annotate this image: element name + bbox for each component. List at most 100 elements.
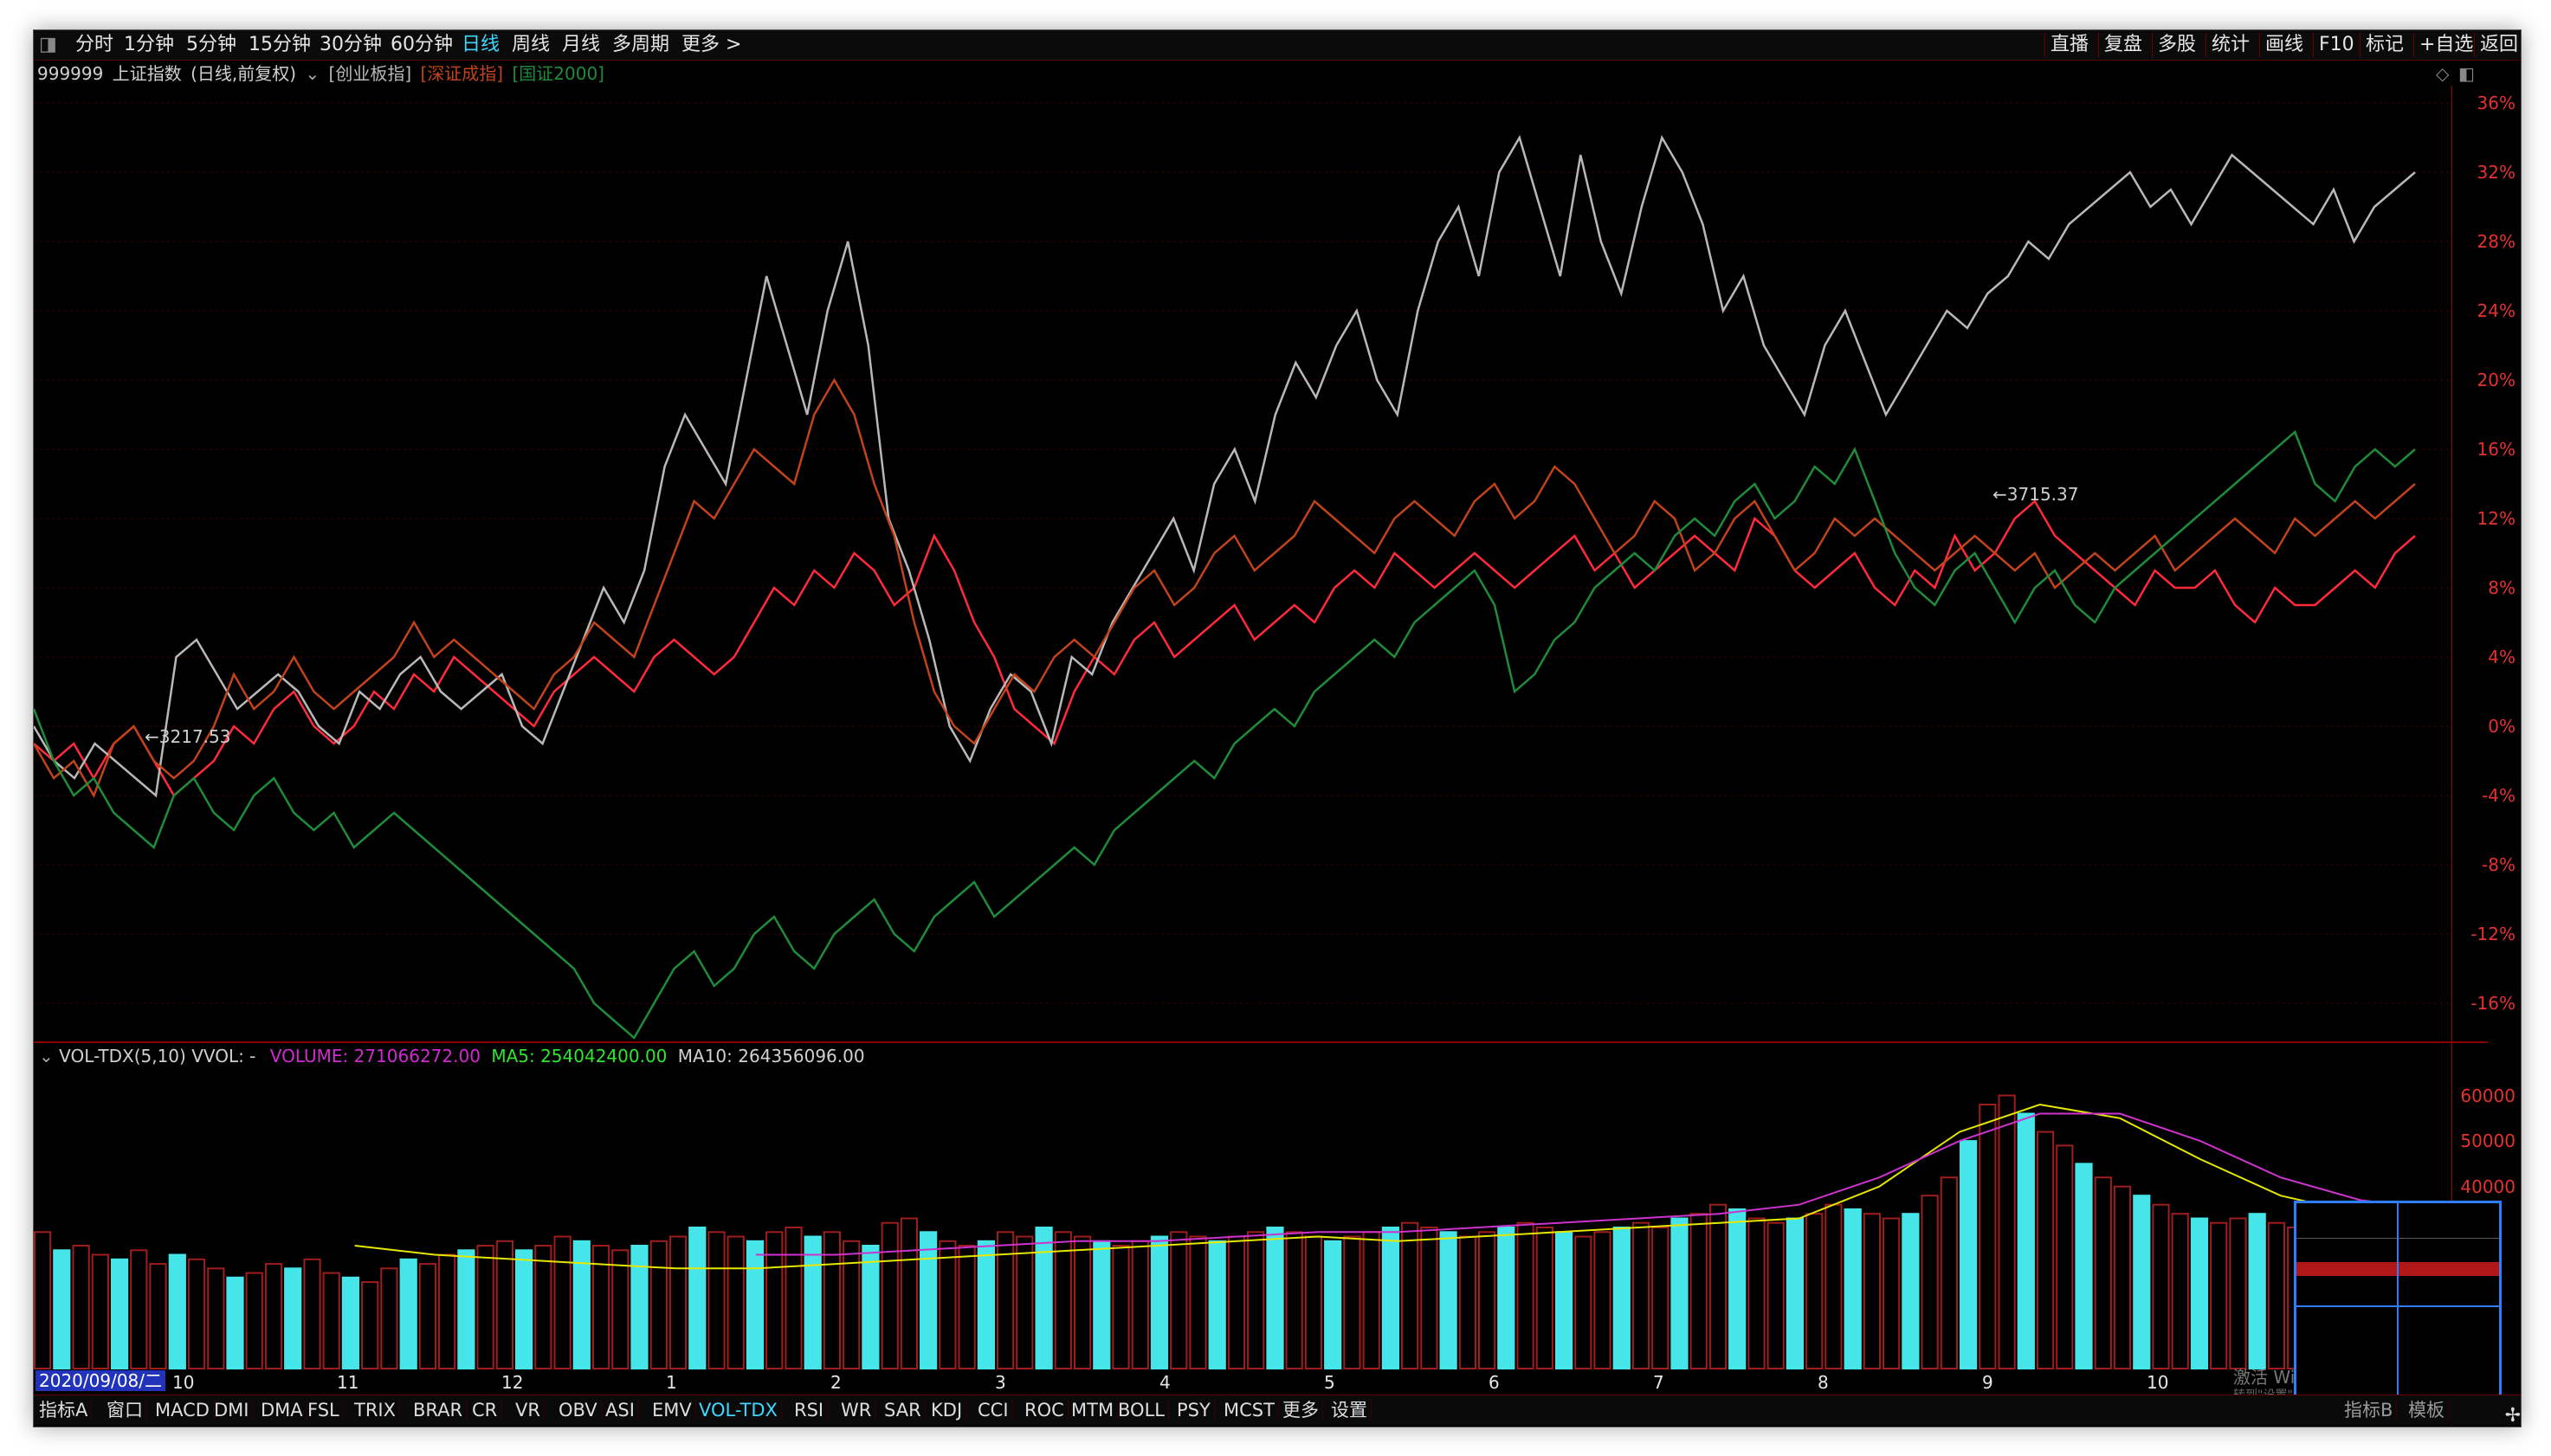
volume-bar (1324, 1240, 1342, 1369)
overlay-gz2000[interactable]: [国证2000] (512, 63, 604, 84)
volume-bar (997, 1231, 1015, 1369)
tab-cr[interactable]: CR (468, 1399, 502, 1421)
volume-bar (630, 1245, 649, 1369)
y-tick-label: 12% (2477, 508, 2515, 529)
volume-bar (1612, 1227, 1631, 1369)
tab-vr[interactable]: VR (512, 1399, 545, 1421)
pane-separator[interactable] (34, 1041, 2488, 1043)
volume-bar (1960, 1140, 1978, 1369)
volume-bar (1535, 1227, 1553, 1369)
volume-bar (418, 1263, 436, 1370)
volume-bar (920, 1231, 938, 1369)
tab-dmi[interactable]: DMI (210, 1399, 254, 1421)
volume-bar (34, 1231, 52, 1369)
period-fenshi[interactable]: 分时 (75, 34, 114, 55)
tab-cci[interactable]: CCI (974, 1399, 1013, 1421)
volume-bar (785, 1227, 803, 1369)
add-favorite-button[interactable]: +自选 (2413, 33, 2478, 57)
minimap-tab[interactable]: 模板 (2405, 1399, 2449, 1421)
diamond-icon[interactable]: ◇ (2436, 63, 2450, 84)
tab-更多[interactable]: 更多 (1279, 1399, 1323, 1421)
volume-bar (2210, 1221, 2228, 1369)
volume-bar (1574, 1235, 1592, 1369)
multi-stock-button[interactable]: 多股 (2152, 33, 2201, 57)
tab-指标a[interactable]: 指标A (36, 1399, 93, 1421)
tab-kdj[interactable]: KDJ (927, 1399, 967, 1421)
volume-tick-label: 50000 (2460, 1131, 2515, 1152)
tab-asi[interactable]: ASI (602, 1399, 639, 1421)
volume-bar (91, 1253, 109, 1369)
volume-bar (1131, 1240, 1149, 1369)
panel-toggle-icon[interactable]: ◧ (2458, 63, 2475, 84)
period-more[interactable]: 更多 > (681, 34, 742, 55)
volume-bar (284, 1267, 302, 1369)
y-tick-label: 28% (2477, 231, 2515, 252)
tab-macd[interactable]: MACD (152, 1399, 214, 1421)
y-tick-label: 20% (2477, 370, 2515, 390)
volume-bar (1844, 1208, 1862, 1369)
back-button[interactable]: 返回 (2474, 33, 2523, 57)
tab-roc[interactable]: ROC (1021, 1399, 1069, 1421)
resize-grip-icon[interactable]: ✢ (2504, 1405, 2521, 1427)
y-tick-label: 4% (2488, 647, 2515, 667)
volume-bar (534, 1245, 552, 1369)
volume-bar (900, 1217, 918, 1369)
chevron-down-icon[interactable]: ⌄ (305, 63, 320, 84)
tab-dma[interactable]: DMA (257, 1399, 307, 1421)
tab-emv[interactable]: EMV (649, 1399, 696, 1421)
tab-mtm[interactable]: MTM (1068, 1399, 1119, 1421)
stats-button[interactable]: 统计 (2205, 33, 2255, 57)
tab-rsi[interactable]: RSI (791, 1399, 829, 1421)
overlay-szcz[interactable]: [深证成指] (420, 63, 504, 84)
period-daily[interactable]: 日线 (462, 34, 501, 55)
main-price-chart[interactable] (34, 86, 2488, 1073)
tab-boll[interactable]: BOLL (1114, 1399, 1169, 1421)
tab-窗口[interactable]: 窗口 (103, 1399, 147, 1421)
tab-brar[interactable]: BRAR (410, 1399, 468, 1421)
period-5min[interactable]: 5分钟 (186, 34, 236, 55)
period-30min[interactable]: 30分钟 (320, 34, 382, 55)
live-button[interactable]: 直播 (2044, 33, 2094, 57)
tab-vol-tdx[interactable]: VOL-TDX (695, 1399, 782, 1421)
volume-bar (843, 1240, 861, 1369)
overlay-cyb[interactable]: [创业板指] (328, 63, 412, 84)
volume-bar (1902, 1213, 1920, 1369)
period-multi[interactable]: 多周期 (612, 34, 670, 55)
tab-obv[interactable]: OBV (555, 1399, 602, 1421)
volume-bar (572, 1240, 591, 1369)
period-weekly[interactable]: 周线 (512, 34, 551, 55)
draw-button[interactable]: 画线 (2259, 33, 2309, 57)
chart-mode: (日线,前复权) (191, 63, 297, 84)
series-line-创业板指 (34, 134, 2416, 798)
tab-mcst[interactable]: MCST (1220, 1399, 1279, 1421)
volume-bar (668, 1235, 688, 1369)
tab-sar[interactable]: SAR (881, 1399, 926, 1421)
period-15min[interactable]: 15分钟 (249, 34, 311, 55)
tab-wr[interactable]: WR (837, 1399, 876, 1421)
vol-indicator-name[interactable]: VOL-TDX(5,10) (59, 1046, 186, 1066)
mark-button[interactable]: 标记 (2360, 33, 2409, 57)
replay-button[interactable]: 复盘 (2098, 33, 2147, 57)
volume-bar (168, 1253, 186, 1369)
volume-bar (457, 1249, 475, 1369)
window-menu-icon[interactable]: ◨ (39, 34, 57, 55)
f10-button[interactable]: F10 (2313, 33, 2360, 57)
high-annotation: ←3715.37 (1992, 484, 2079, 505)
minimap-panel[interactable] (2294, 1201, 2502, 1410)
tab-设置[interactable]: 设置 (1327, 1399, 1372, 1421)
volume-bar (380, 1267, 398, 1369)
tab-fsl[interactable]: FSL (304, 1399, 344, 1421)
volume-chart[interactable] (34, 1069, 2451, 1395)
tab-psy[interactable]: PSY (1173, 1399, 1215, 1421)
settings-dropdown-icon[interactable]: ⌄ (39, 1046, 54, 1066)
volume-bar (2094, 1176, 2112, 1369)
period-60min[interactable]: 60分钟 (391, 34, 453, 55)
period-1min[interactable]: 1分钟 (124, 34, 174, 55)
tab-trix[interactable]: TRIX (351, 1399, 400, 1421)
y-tick-label: 8% (2488, 577, 2515, 598)
volume-bar (1054, 1231, 1072, 1369)
period-monthly[interactable]: 月线 (562, 34, 601, 55)
minimap-tab[interactable]: 指标B (2341, 1399, 2398, 1421)
volume-bar (1381, 1227, 1400, 1369)
month-label: 1 (666, 1372, 677, 1393)
